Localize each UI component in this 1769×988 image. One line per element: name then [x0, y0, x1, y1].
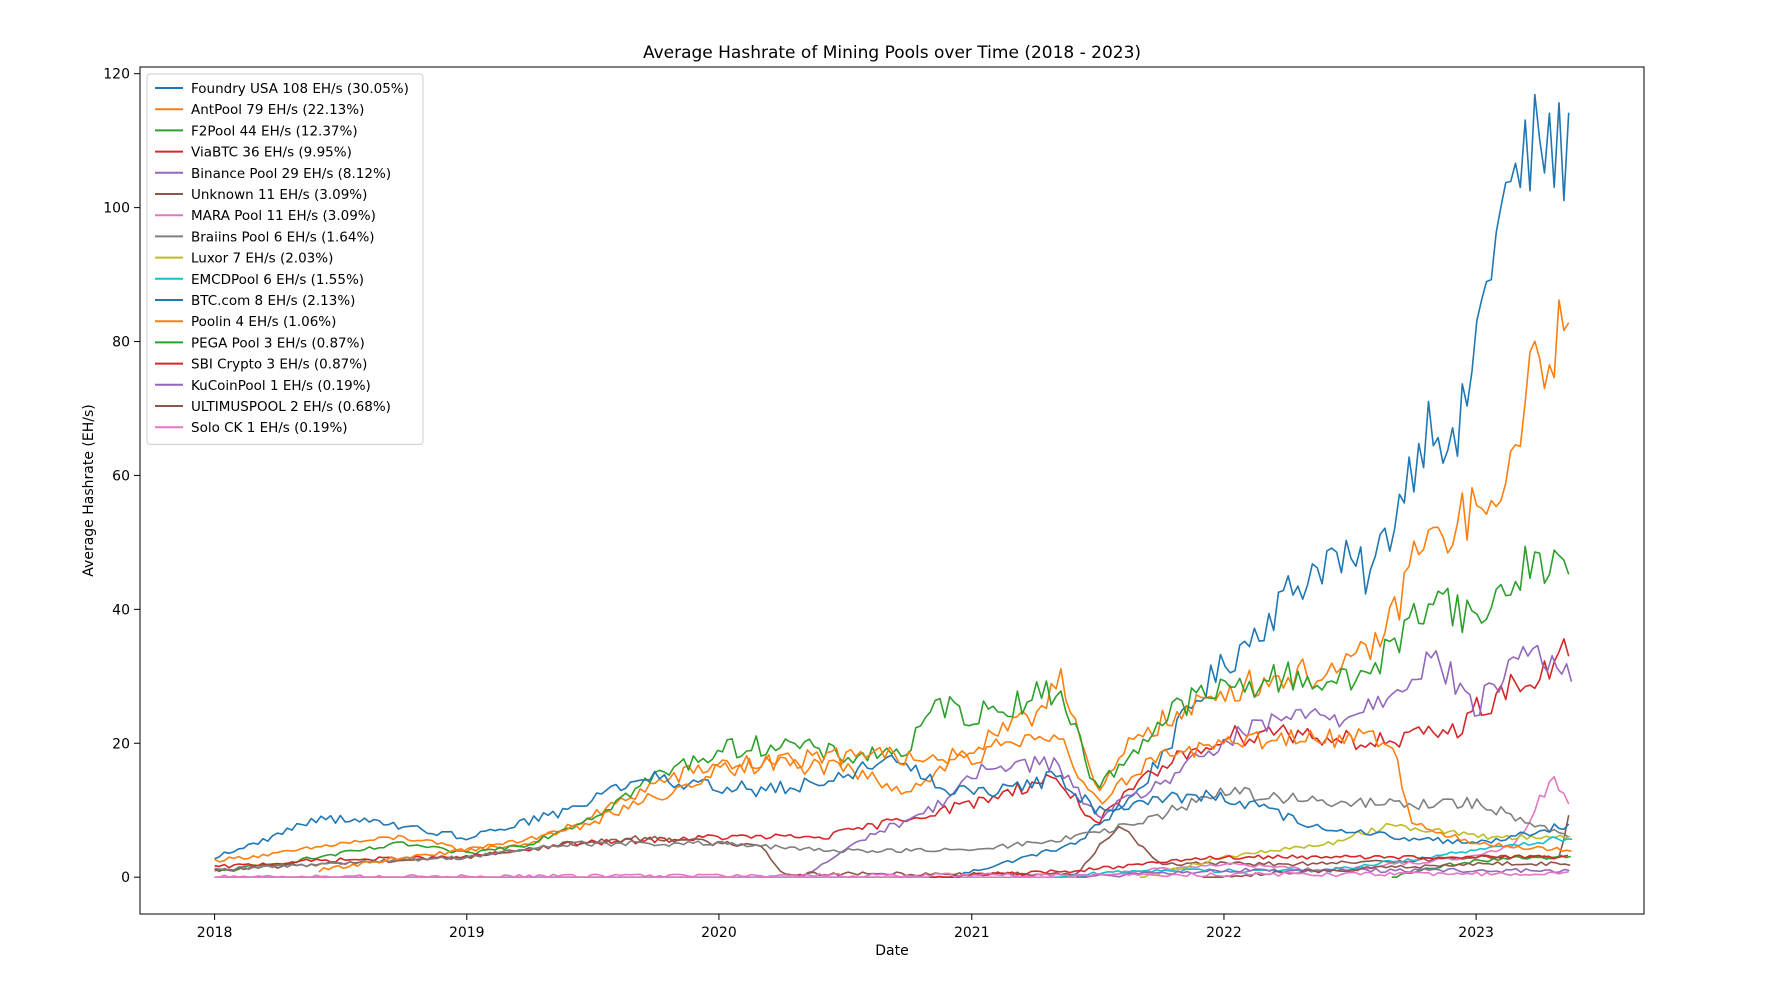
legend-entry: MARA Pool 11 EH/s (3.09%) [191, 208, 376, 224]
series-line [214, 871, 1569, 878]
series-line [214, 786, 1570, 871]
series-line [929, 854, 1569, 878]
x-tick-label: 2021 [954, 925, 990, 941]
legend-entry: F2Pool 44 EH/s (12.37%) [191, 123, 358, 139]
legend-entry: Binance Pool 29 EH/s (8.12%) [191, 166, 391, 182]
y-axis: 0 20 40 60 80 100 120 [103, 67, 140, 886]
legend-entry: Foundry USA 108 EH/s (30.05%) [191, 81, 409, 97]
series-line [214, 299, 1570, 863]
legend-entry: Braiins Pool 6 EH/s (1.64%) [191, 229, 375, 245]
legend-entry: Unknown 11 EH/s (3.09%) [191, 187, 367, 203]
x-tick-label: 2022 [1206, 925, 1242, 941]
series-line [801, 644, 1573, 878]
y-tick-label: 100 [103, 201, 130, 217]
legend-entry: ViaBTC 36 EH/s (9.95%) [191, 145, 352, 161]
x-tick-label: 2020 [701, 925, 737, 941]
y-tick-label: 60 [112, 468, 130, 484]
series-line [1139, 822, 1571, 878]
legend-entry: Solo CK 1 EH/s (0.19%) [191, 420, 348, 436]
legend: Foundry USA 108 EH/s (30.05%) AntPool 79 … [146, 73, 424, 445]
legend-entry: AntPool 79 EH/s (22.13%) [191, 102, 364, 118]
x-tick-label: 2018 [197, 925, 233, 941]
legend-entry: KuCoinPool 1 EH/s (0.19%) [191, 378, 371, 394]
plot-area [214, 93, 1573, 878]
legend-entry: EMCDPool 6 EH/s (1.55%) [191, 272, 364, 288]
x-axis: 2018 2019 2020 2021 2022 2023 [197, 914, 1494, 941]
y-tick-label: 20 [112, 736, 130, 752]
legend-entry: PEGA Pool 3 EH/s (0.87%) [191, 335, 365, 351]
plot-frame [139, 66, 1645, 915]
legend-entry: Luxor 7 EH/s (2.03%) [191, 251, 333, 267]
chart-title: Average Hashrate of Mining Pools over Ti… [643, 43, 1141, 63]
series-line [214, 545, 1570, 872]
series-line [214, 754, 1570, 860]
legend-entry: BTC.com 8 EH/s (2.13%) [191, 293, 355, 309]
x-tick-label: 2023 [1458, 925, 1494, 941]
y-tick-label: 80 [112, 335, 130, 351]
series-line [318, 728, 1572, 873]
x-axis-title: Date [875, 943, 908, 959]
y-tick-label: 40 [112, 602, 130, 618]
y-tick-label: 120 [103, 67, 130, 83]
y-axis-title: Average Hashrate (EH/s) [81, 404, 97, 576]
legend-frame [146, 73, 424, 445]
y-tick-label: 0 [121, 870, 130, 886]
legend-entry: SBI Crypto 3 EH/s (0.87%) [191, 357, 367, 373]
x-tick-label: 2019 [449, 925, 485, 941]
legend-entry: Poolin 4 EH/s (1.06%) [191, 314, 336, 330]
legend-entry: ULTIMUSPOOL 2 EH/s (0.68%) [191, 399, 391, 415]
